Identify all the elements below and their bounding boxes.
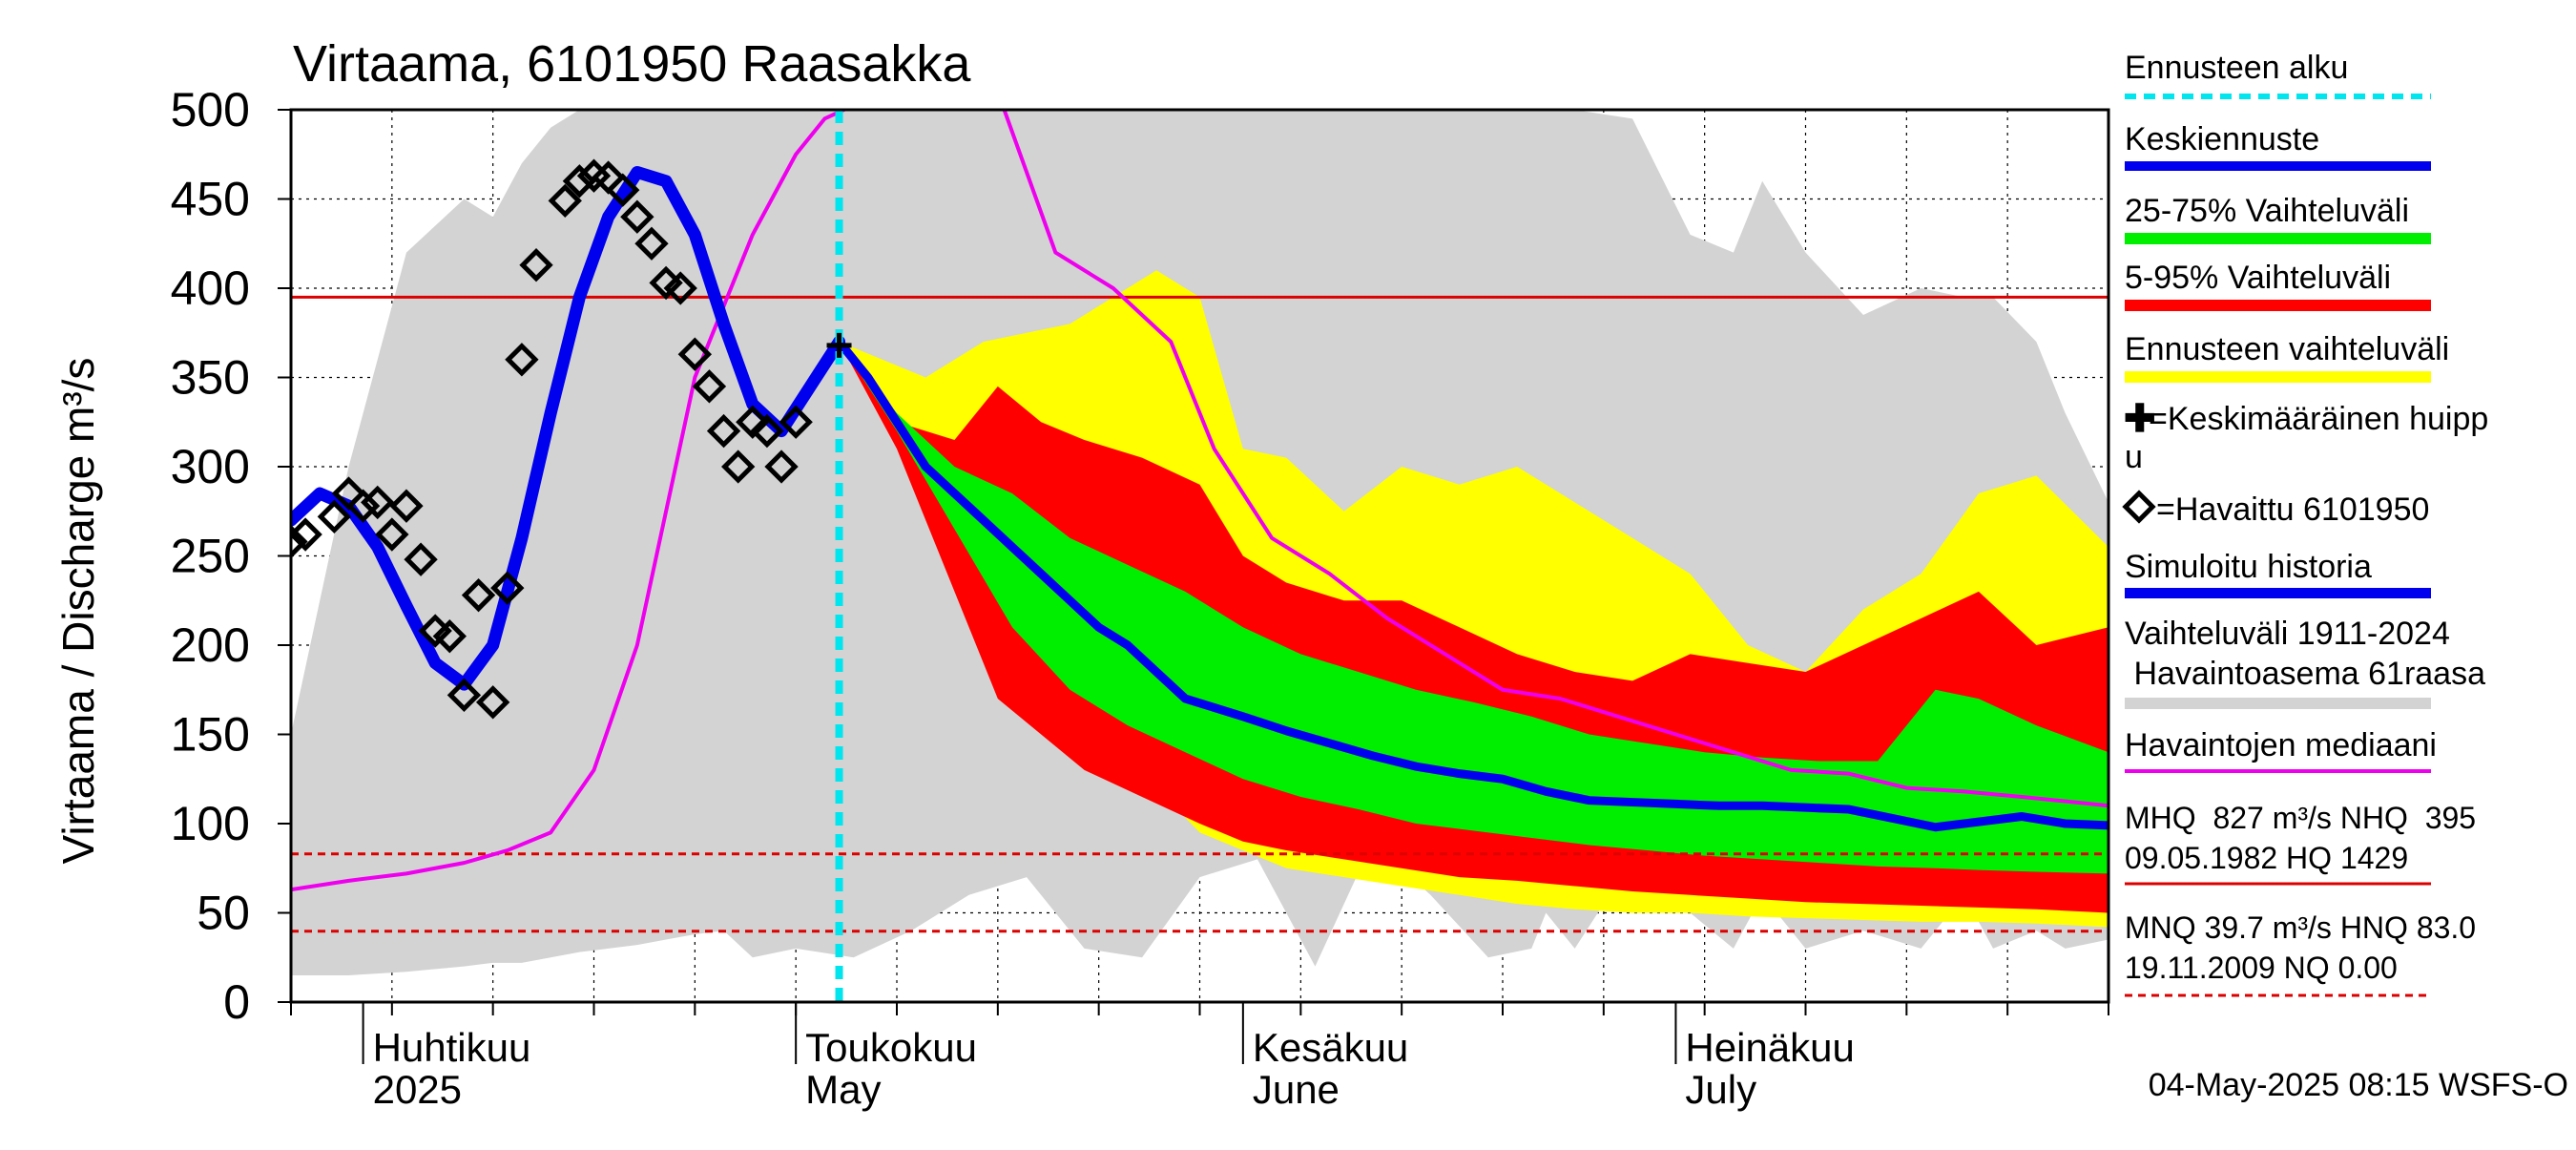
y-tick-label: 450 [171, 173, 250, 226]
observed-point [418, 614, 452, 648]
legend-history-line2: Havaintoasema 61raasa [2125, 656, 2485, 692]
observed-point [361, 485, 395, 520]
observed-markers [291, 158, 852, 720]
series-lines [291, 110, 2109, 1002]
month-label-fi: Heinäkuu [1685, 1025, 1854, 1070]
legend-mean-forecast-swatch [2125, 161, 2431, 171]
month-label-en: May [805, 1067, 881, 1112]
reference-lines [291, 295, 2109, 933]
observed-point [317, 499, 352, 534]
legend-p25-75-swatch [2125, 233, 2431, 244]
y-tick-label: 150 [171, 708, 250, 762]
legend-p25-75: 25-75% Vaihteluväli [2125, 193, 2409, 229]
observed-point [432, 618, 467, 654]
y-tick-label: 350 [171, 351, 250, 405]
observed-point [404, 542, 438, 576]
median-line [291, 110, 2109, 892]
observed-point [677, 337, 713, 371]
observed-point [706, 413, 741, 449]
observed-point [447, 678, 482, 713]
observed-point [562, 164, 597, 199]
observed-point [620, 199, 654, 234]
observed-point [291, 524, 308, 559]
observed-point [475, 685, 510, 720]
y-axis-label: Virtaama / Discharge m³/s [53, 358, 103, 865]
range-bands [291, 110, 2109, 975]
y-tick-label: 500 [171, 83, 250, 136]
observed-point [375, 517, 409, 552]
observed-point [736, 405, 770, 439]
legend-peak-line1: =Keskimääräinen huipp [2149, 401, 2488, 437]
legend-median: Havaintojen mediaani [2125, 727, 2437, 763]
stats-line4: 19.11.2009 NQ 0.00 [2125, 951, 2398, 985]
observed-point [779, 405, 813, 439]
peak-marker [826, 332, 852, 358]
observed-point [750, 413, 784, 449]
observed-point [519, 248, 553, 282]
month-label-fi: Toukokuu [805, 1025, 977, 1070]
observed-point [634, 226, 669, 261]
legend-mean-forecast: Keskiennuste [2125, 121, 2319, 157]
axes: 0 50 100 150 200 250 300 350 400 450 500 Huhtikuu20… [171, 83, 2109, 1112]
legend-simulated-swatch [2125, 588, 2431, 598]
legend-forecast-range: Ennusteen vaihteluväli [2125, 331, 2449, 367]
month-label-en: June [1253, 1067, 1340, 1112]
observed-point [505, 343, 539, 377]
observed-point [721, 450, 756, 484]
legend-forecast-range-swatch [2125, 371, 2431, 383]
month-label-fi: Huhtikuu [373, 1025, 531, 1070]
legend-observed: =Havaittu 6101950 [2156, 491, 2429, 528]
observed-point [548, 183, 582, 219]
legend-p5-95: 5-95% Vaihteluväli [2125, 260, 2391, 296]
y-tick-label: 300 [171, 440, 250, 493]
y-tick-label: 50 [197, 887, 250, 940]
stats-line1: MHQ 827 m³/s NHQ 395 [2125, 801, 2476, 835]
legend-simulated: Simuloitu historia [2125, 549, 2372, 585]
y-tick-label: 0 [223, 975, 250, 1029]
observed-point [663, 271, 697, 305]
chart-title: Virtaama, 6101950 Raasakka [293, 35, 971, 93]
month-label-fi: Kesäkuu [1253, 1025, 1408, 1070]
observed-point [291, 517, 322, 552]
observed-point [692, 369, 727, 404]
legend-peak-icon: ✚ [2124, 398, 2156, 440]
legend-p5-95-swatch [2125, 300, 2431, 311]
plot-area [291, 110, 2109, 1002]
y-tick-label: 250 [171, 530, 250, 583]
month-label-en: 2025 [373, 1067, 462, 1112]
legend-forecast-start: Ennusteen alku [2125, 50, 2348, 86]
legend: Ennusteen alku Keskiennuste 25-75% Vaiht… [2122, 50, 2488, 997]
y-tick-label: 200 [171, 618, 250, 672]
y-tick-label: 400 [171, 261, 250, 315]
observed-point [461, 577, 496, 613]
observed-point [389, 489, 424, 523]
legend-observed-icon [2122, 490, 2156, 524]
observed-point [606, 173, 640, 207]
month-label-en: July [1685, 1067, 1756, 1112]
legend-history-line1: Vaihteluväli 1911-2024 [2125, 616, 2450, 652]
legend-history-swatch [2125, 698, 2431, 709]
footer-timestamp: 04-May-2025 08:15 WSFS-O [2149, 1067, 2568, 1103]
observed-point [764, 450, 799, 484]
mean-forecast-line [835, 337, 2109, 832]
simulated-history-line [291, 165, 846, 691]
observed-point [649, 265, 683, 301]
stats-line3: MNQ 39.7 m³/s HNQ 83.0 [2125, 910, 2476, 945]
observed-point [490, 571, 525, 605]
legend-peak-line2: u [2125, 439, 2143, 475]
stats-line2: 09.05.1982 HQ 1429 [2125, 841, 2408, 875]
y-tick-label: 100 [171, 797, 250, 850]
